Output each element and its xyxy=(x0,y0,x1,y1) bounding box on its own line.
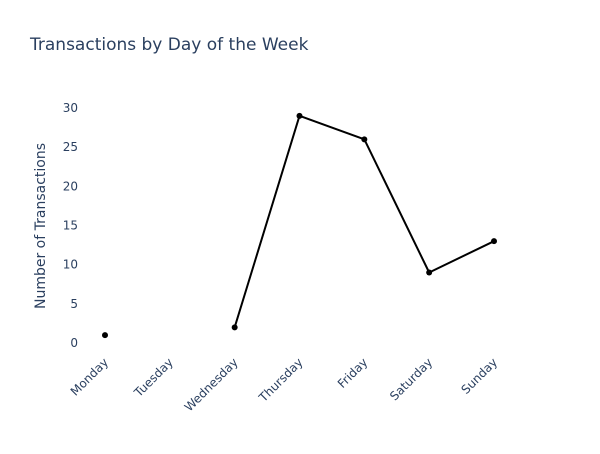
y-tick-label: 10 xyxy=(63,258,78,272)
x-tick-label: Saturday xyxy=(387,355,435,403)
x-tick-label: Tuesday xyxy=(131,355,176,400)
plot-lines xyxy=(233,114,495,328)
data-point xyxy=(296,112,303,119)
data-point xyxy=(102,332,108,339)
y-tick-label: 5 xyxy=(70,297,78,311)
x-tick-label: Wednesday xyxy=(182,355,241,414)
data-point xyxy=(491,238,497,245)
y-axis-ticks: 0 5 10 15 20 25 30 xyxy=(63,101,78,350)
y-tick-label: 20 xyxy=(63,179,78,193)
data-point xyxy=(231,324,238,331)
data-point xyxy=(361,136,368,143)
x-tick-label: Friday xyxy=(335,355,371,391)
y-tick-label: 25 xyxy=(63,140,78,154)
y-tick-label: 0 xyxy=(70,336,78,350)
plot-points xyxy=(102,112,497,339)
x-tick-label: Sunday xyxy=(458,355,500,397)
y-axis-label: Number of Transactions xyxy=(33,143,49,309)
data-point xyxy=(426,269,433,276)
chart-title: Transactions by Day of the Week xyxy=(29,35,309,55)
x-axis-ticks: Monday Tuesday Wednesday Thursday Friday Satu… xyxy=(68,355,500,414)
y-tick-label: 15 xyxy=(63,219,78,233)
x-tick-label: Thursday xyxy=(256,355,306,405)
series-line xyxy=(233,114,495,328)
y-tick-label: 30 xyxy=(63,101,78,115)
x-tick-label: Monday xyxy=(68,355,111,398)
